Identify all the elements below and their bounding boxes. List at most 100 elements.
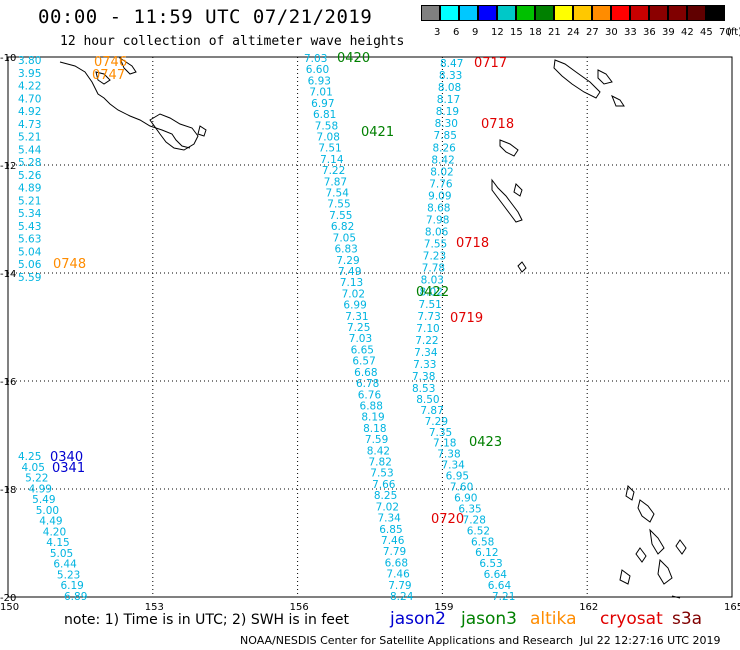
coastline	[59, 61, 191, 149]
swh-value-label: 6.89	[64, 591, 87, 603]
swh-value-label: 7.46	[386, 569, 410, 581]
track-time-label: 0340	[50, 450, 83, 465]
swh-value-label: 7.08	[317, 131, 340, 143]
axis-labels: 150 153 156 159 162 165 -10 -12 -14 -16 -18 -20	[0, 53, 740, 613]
color-scale-label: 39	[662, 27, 675, 38]
swh-value-label: 7.55	[424, 239, 447, 251]
swh-value-label: 7.03	[304, 53, 327, 65]
lon-tick-label: 165	[724, 602, 740, 613]
swh-value-label: 7.85	[434, 130, 457, 142]
legend-cryosat: cryosat	[600, 609, 663, 629]
coastline	[675, 539, 687, 555]
color-swatch	[668, 5, 687, 21]
swh-value-label: 5.21	[18, 132, 41, 144]
color-scale-label: 15	[510, 27, 523, 38]
swh-value-label: 7.13	[340, 277, 363, 289]
swh-value-label: 7.59	[365, 434, 388, 446]
lon-tick-label: 159	[434, 602, 453, 613]
swh-value-label: 8.19	[361, 412, 384, 424]
swh-value-label: 7.14	[320, 154, 344, 166]
swh-value-label: 4.99	[29, 483, 52, 495]
swh-value-label: 8.50	[416, 394, 439, 406]
coastline	[499, 139, 519, 157]
track-time-label: 0717	[474, 56, 507, 71]
color-swatch	[687, 5, 706, 21]
swh-value-label: 5.00	[36, 505, 59, 517]
swh-value-label: 8.03	[421, 275, 444, 287]
map-grid	[7, 56, 733, 598]
legend-jason3: jason3	[461, 609, 517, 629]
swh-value-label: 7.38	[412, 371, 435, 383]
swh-value-label: 7.51	[418, 299, 441, 311]
color-scale-label: 3	[434, 27, 441, 38]
swh-value-label: 6.60	[306, 64, 329, 76]
coastline	[649, 528, 665, 555]
swh-value-label: 8.26	[432, 142, 456, 154]
map-frame	[7, 56, 733, 598]
color-swatch	[611, 5, 630, 21]
swh-value-label: 5.49	[32, 494, 55, 506]
swh-value-label: 6.99	[343, 300, 366, 312]
swh-value-label: 7.02	[376, 501, 399, 513]
swh-value-label: 8.42	[367, 445, 390, 457]
swh-value-label: 8.47	[440, 58, 463, 70]
swh-value-label: 5.23	[57, 569, 80, 581]
swh-value-label: 7.31	[345, 311, 368, 323]
swh-value-label: 8.25	[374, 490, 397, 502]
swh-value-label: 6.57	[352, 356, 375, 368]
track-time-label: 0718	[456, 236, 489, 251]
color-swatch	[459, 5, 478, 21]
legend-s3a: s3a	[672, 609, 703, 629]
color-scale-label: 42	[681, 27, 694, 38]
coastline	[553, 59, 601, 99]
chart-title: 00:00 - 11:59 UTC 07/21/2019	[38, 6, 373, 28]
swh-value-label: 7.05	[333, 232, 356, 244]
swh-value-label: 8.08	[438, 82, 461, 94]
swh-value-label: 7.01	[309, 87, 332, 99]
swh-value-label: 6.90	[454, 492, 477, 504]
swh-value-label: 5.34	[18, 208, 42, 220]
color-scale-label: 45	[700, 27, 713, 38]
swh-value-label: 7.22	[322, 165, 345, 177]
swh-value-label: 6.85	[379, 524, 402, 536]
swh-value-label: 7.35	[429, 427, 452, 439]
swh-value-label: 8.18	[363, 423, 386, 435]
swh-value-label: 7.82	[369, 457, 392, 469]
track-time-label: 0422	[416, 285, 449, 300]
swh-value-label: 4.73	[18, 119, 41, 131]
swh-value-label: 4.20	[43, 526, 66, 538]
swh-value-label: 7.02	[342, 288, 365, 300]
color-swatch	[592, 5, 611, 21]
swh-value-label: 7.29	[425, 416, 448, 428]
swh-value-label: 5.28	[18, 157, 41, 169]
coastline	[625, 484, 635, 501]
coastline	[635, 547, 647, 563]
lat-tick-label: -18	[0, 485, 16, 496]
lon-tick-label: 153	[145, 602, 164, 613]
color-swatch	[630, 5, 649, 21]
lon-tick-label: 156	[290, 602, 309, 613]
coastline	[517, 261, 527, 273]
lat-tick-label: -10	[0, 53, 16, 64]
swh-value-label: 6.19	[60, 580, 83, 592]
swh-value-label: 4.89	[18, 183, 41, 195]
swh-value-label: 7.34	[377, 513, 401, 525]
swh-value-label: 5.59	[18, 272, 41, 284]
swh-value-label: 7.34	[414, 347, 438, 359]
track-time-label: 0341	[52, 461, 85, 476]
color-scale-label: 18	[529, 27, 542, 38]
coastline	[671, 595, 681, 599]
swh-value-label: 6.58	[471, 536, 494, 548]
swh-value-label: 6.64	[488, 580, 512, 592]
swh-value-label: 5.43	[18, 221, 41, 233]
color-scale-label: 36	[643, 27, 656, 38]
swh-value-label: 7.58	[315, 120, 338, 132]
legend-altika: altika	[530, 609, 577, 629]
swh-value-label: 6.88	[360, 400, 383, 412]
swh-value-label: 7.29	[336, 255, 359, 267]
color-swatch	[516, 5, 535, 21]
lat-tick-label: -14	[0, 269, 16, 280]
swh-value-label: 8.17	[437, 94, 460, 106]
color-scale-label: 9	[472, 27, 479, 38]
